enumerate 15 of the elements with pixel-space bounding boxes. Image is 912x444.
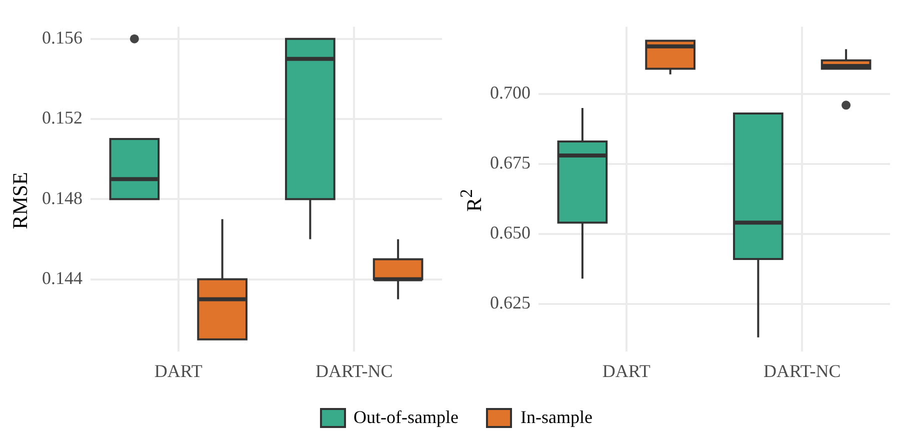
y-tick-label: 0.675 <box>490 152 530 173</box>
y-tick-label: 0.650 <box>490 222 530 243</box>
x-tick-label: DART-NC <box>315 360 393 381</box>
y-tick-label: 0.156 <box>42 28 82 48</box>
legend-label: In-sample <box>520 407 592 428</box>
legend-label: Out-of-sample <box>354 407 458 428</box>
y-tick-label: 0.148 <box>42 188 82 208</box>
y-tick-label: 0.700 <box>490 82 530 103</box>
x-tick-label: DART <box>154 360 202 381</box>
x-tick-label: DART <box>602 360 650 381</box>
y-tick-label: 0.152 <box>42 108 82 128</box>
x-tick-label: DART-NC <box>763 360 841 381</box>
y-tick-label: 0.144 <box>42 268 82 288</box>
y-axis-title: RMSE <box>8 172 33 230</box>
y-tick-label: 0.625 <box>490 292 530 313</box>
